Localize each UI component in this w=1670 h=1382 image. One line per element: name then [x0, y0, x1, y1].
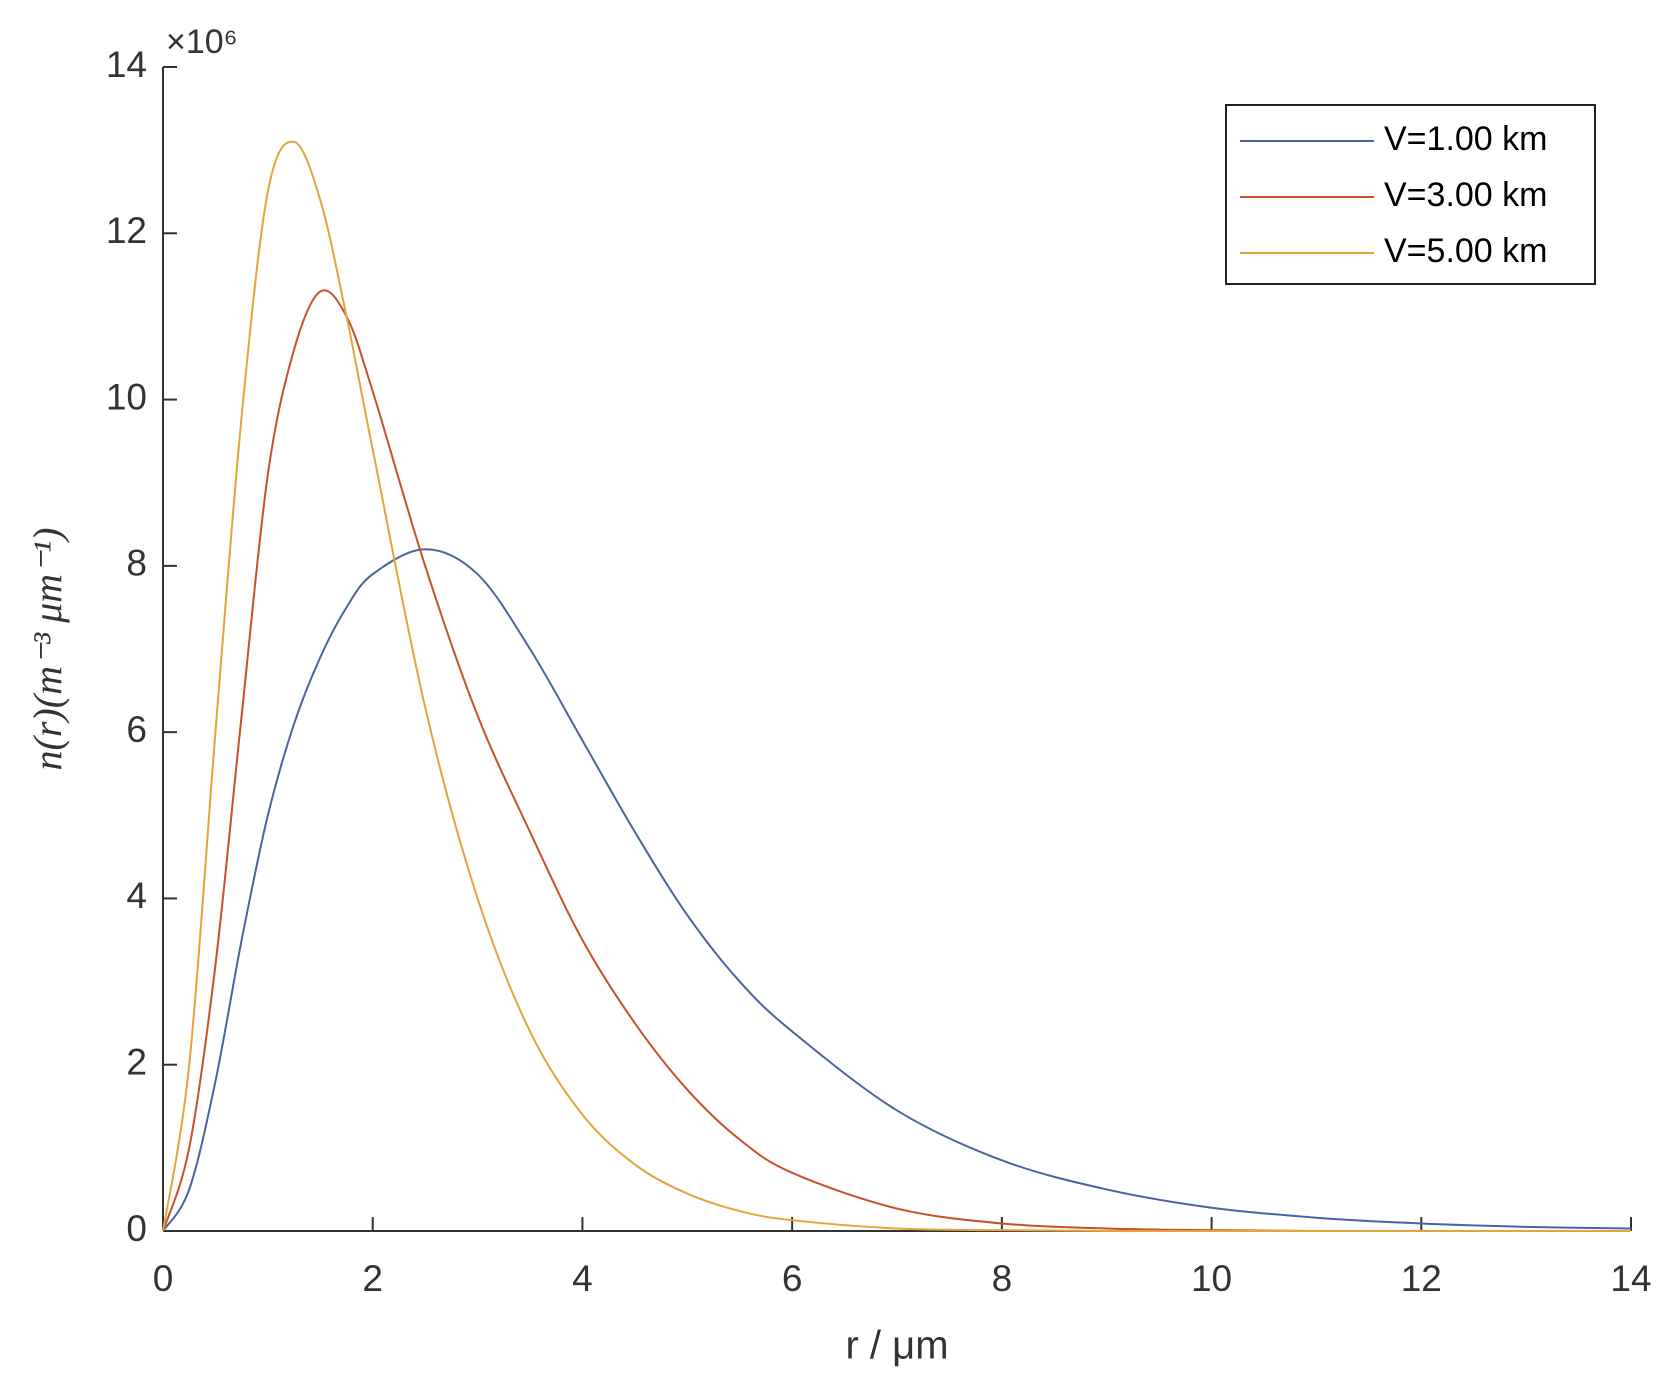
- y-tick-label: 4: [126, 875, 147, 916]
- x-tick-label: 2: [362, 1258, 383, 1299]
- data-line: [162, 140, 1631, 1232]
- x-tick-label: 0: [153, 1258, 174, 1299]
- x-tick-label: 12: [1401, 1258, 1442, 1299]
- y-tick-label: 10: [106, 376, 147, 417]
- y-tick-label: 0: [126, 1208, 147, 1249]
- legend-label: V=1.00 km: [1384, 120, 1547, 158]
- x-tick-label: 8: [992, 1258, 1013, 1299]
- x-tick-label: 14: [1610, 1258, 1651, 1299]
- x-axis-title: r / μm: [845, 1324, 948, 1368]
- x-tick-label: 4: [572, 1258, 593, 1299]
- y-tick-label: 2: [126, 1041, 147, 1082]
- x-tick-label: 10: [1191, 1258, 1232, 1299]
- y-tick-label: 12: [106, 210, 147, 251]
- legend-label: V=3.00 km: [1384, 176, 1547, 214]
- y-tick-label: 6: [126, 709, 147, 750]
- data-line: [162, 289, 1631, 1232]
- y-tick-label: 14: [106, 44, 147, 85]
- legend-label: V=5.00 km: [1384, 232, 1547, 270]
- x-tick-label: 6: [782, 1258, 803, 1299]
- y-axis-title: n(r)(m⁻³ μm⁻¹): [25, 528, 70, 771]
- legend-box: [1225, 104, 1596, 285]
- y-tick-label: 8: [126, 543, 147, 584]
- data-line: [162, 548, 1632, 1232]
- y-multiplier: ×10⁶: [166, 23, 238, 61]
